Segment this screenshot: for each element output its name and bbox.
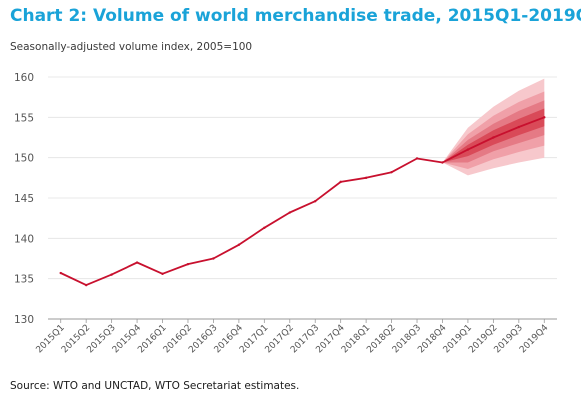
data-point	[110, 273, 113, 276]
y-tick-label: 135	[14, 274, 34, 286]
data-point	[237, 243, 241, 246]
y-tick-label: 150	[14, 153, 34, 165]
y-tick-label: 160	[14, 72, 34, 84]
data-point	[186, 262, 190, 266]
data-point	[339, 180, 342, 184]
data-point	[84, 283, 88, 287]
y-tick-label: 130	[14, 314, 34, 326]
data-point	[390, 170, 393, 174]
chart-subtitle: Seasonally-adjusted volume index, 2005=1…	[10, 41, 253, 53]
x-axis-ticks: 2015Q12015Q22015Q32015Q42016Q12016Q22016…	[35, 319, 551, 355]
data-point	[135, 261, 139, 264]
y-tick-label: 145	[14, 193, 34, 205]
series-line	[59, 116, 546, 286]
data-point	[212, 257, 215, 260]
data-point	[492, 136, 495, 139]
data-point	[59, 271, 62, 275]
data-point	[517, 125, 521, 129]
chart-title: Chart 2: Volume of world merchandise tra…	[10, 6, 581, 26]
data-point	[543, 116, 546, 119]
data-point	[466, 148, 470, 151]
x-tick-label: 2019Q4	[518, 323, 551, 356]
fan-chart-bands	[442, 78, 545, 176]
gridlines	[48, 76, 557, 320]
y-tick-label: 155	[14, 112, 34, 124]
series-lines	[59, 116, 546, 287]
data-point	[364, 176, 368, 180]
data-point	[263, 226, 266, 230]
y-tick-label: 140	[14, 233, 34, 245]
data-point	[415, 157, 419, 160]
chart-source-note: Source: WTO and UNCTAD, WTO Secretariat …	[10, 380, 300, 392]
data-point	[314, 200, 317, 203]
y-axis-ticks: 160 155 150 145 140 135 130	[14, 72, 34, 326]
data-point	[441, 161, 444, 164]
data-point	[288, 211, 291, 214]
data-point	[161, 272, 164, 276]
